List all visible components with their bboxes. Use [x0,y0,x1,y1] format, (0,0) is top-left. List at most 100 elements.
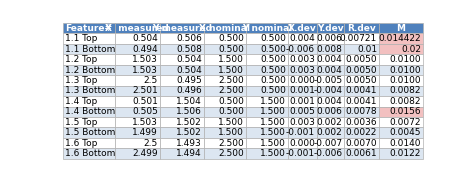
Text: 1.502: 1.502 [176,128,202,137]
Text: 0.002: 0.002 [317,128,343,137]
Text: 0.002: 0.002 [317,118,343,127]
Text: 1.500: 1.500 [219,66,244,75]
Bar [379,127,423,138]
Text: -0.007: -0.007 [313,139,343,148]
Bar [160,138,204,148]
Bar [115,23,160,33]
Bar [345,96,379,107]
Bar [115,75,160,86]
Bar [288,54,317,65]
Text: 0.500: 0.500 [219,34,244,43]
Text: X.dev: X.dev [288,24,317,33]
Bar [345,23,379,33]
Text: 0.001: 0.001 [289,97,315,106]
Bar [160,117,204,127]
Text: -0.006: -0.006 [313,149,343,158]
Text: 0.0122: 0.0122 [390,149,421,158]
Bar [288,65,317,75]
Text: 1.500: 1.500 [219,118,244,127]
Text: 1.2 Top: 1.2 Top [65,55,97,64]
Bar [115,44,160,54]
Text: 1.500: 1.500 [219,55,244,64]
Bar [204,148,246,159]
Bar [317,148,345,159]
Text: 0.02: 0.02 [401,45,421,54]
Bar [288,138,317,148]
Text: 0.495: 0.495 [176,76,202,85]
Text: 0.003: 0.003 [289,118,315,127]
Text: 0.0061: 0.0061 [346,149,377,158]
Text: 1.500: 1.500 [260,139,286,148]
Text: 0.500: 0.500 [260,34,286,43]
Text: 0.00721: 0.00721 [340,34,377,43]
Bar [204,96,246,107]
Bar [115,148,160,159]
Text: 0.008: 0.008 [317,45,343,54]
Text: 1.500: 1.500 [219,128,244,137]
Bar [63,107,115,117]
Bar [160,107,204,117]
Text: 1.500: 1.500 [260,149,286,158]
Text: 1.500: 1.500 [260,107,286,116]
Bar [204,138,246,148]
Bar [345,107,379,117]
Text: 1.6 Top: 1.6 Top [65,139,97,148]
Bar [63,86,115,96]
Text: Feature#: Feature# [65,24,112,33]
Bar [288,117,317,127]
Bar [379,138,423,148]
Text: 0.500: 0.500 [260,45,286,54]
Text: 0.005: 0.005 [289,107,315,116]
Text: 0.0045: 0.0045 [390,128,421,137]
Text: 1.3 Bottom: 1.3 Bottom [65,86,115,95]
Text: 2.500: 2.500 [219,149,244,158]
Bar [345,75,379,86]
Bar [288,86,317,96]
Text: 0.0072: 0.0072 [390,118,421,127]
Text: 1.500: 1.500 [260,118,286,127]
Bar [379,86,423,96]
Bar [160,23,204,33]
Text: 0.0070: 0.0070 [346,139,377,148]
Text: M: M [396,24,405,33]
Bar [63,44,115,54]
Text: 1.5 Bottom: 1.5 Bottom [65,128,115,137]
Text: 0.000: 0.000 [289,76,315,85]
Bar [246,54,288,65]
Text: 1.5 Top: 1.5 Top [65,118,97,127]
Bar [204,65,246,75]
Bar [115,138,160,148]
Text: 0.500: 0.500 [260,66,286,75]
Text: Y nominal: Y nominal [242,24,292,33]
Bar [246,75,288,86]
Text: 0.504: 0.504 [132,34,158,43]
Bar [345,44,379,54]
Text: R.dev: R.dev [347,24,376,33]
Text: 0.496: 0.496 [176,86,202,95]
Bar [115,65,160,75]
Text: 0.508: 0.508 [176,45,202,54]
Text: 0.0036: 0.0036 [346,118,377,127]
Bar [288,23,317,33]
Text: -0.001: -0.001 [286,149,315,158]
Text: 0.0100: 0.0100 [390,55,421,64]
Bar [317,127,345,138]
Bar [204,117,246,127]
Text: 2.500: 2.500 [219,86,244,95]
Text: 0.006: 0.006 [317,107,343,116]
Bar [246,117,288,127]
Bar [63,23,115,33]
Text: 0.501: 0.501 [132,97,158,106]
Text: 1.4 Top: 1.4 Top [65,97,97,106]
Text: 0.0140: 0.0140 [390,139,421,148]
Text: 1.504: 1.504 [176,97,202,106]
Text: 0.0082: 0.0082 [390,86,421,95]
Text: 0.006: 0.006 [317,34,343,43]
Bar [317,107,345,117]
Bar [160,65,204,75]
Bar [115,127,160,138]
Text: 0.500: 0.500 [219,107,244,116]
Bar [246,86,288,96]
Text: -0.005: -0.005 [313,76,343,85]
Bar [246,148,288,159]
